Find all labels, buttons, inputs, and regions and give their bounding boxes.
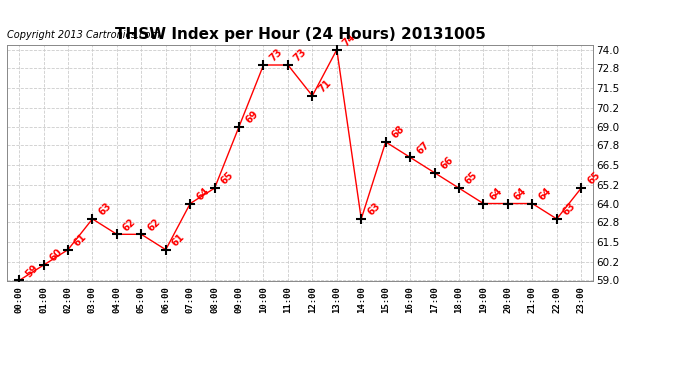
Text: 69: 69 xyxy=(243,109,260,125)
Text: 59: 59 xyxy=(23,262,40,279)
Text: 64: 64 xyxy=(195,186,211,202)
Text: 61: 61 xyxy=(170,232,186,248)
Text: 64: 64 xyxy=(512,186,529,202)
Text: 62: 62 xyxy=(121,216,137,233)
Text: 61: 61 xyxy=(72,232,89,248)
Text: 71: 71 xyxy=(317,78,333,94)
Text: 68: 68 xyxy=(390,124,406,141)
Text: 62: 62 xyxy=(146,216,162,233)
Text: 65: 65 xyxy=(463,170,480,187)
Text: 73: 73 xyxy=(292,47,308,64)
Text: THSW  (°F): THSW (°F) xyxy=(529,33,589,44)
Text: 67: 67 xyxy=(414,140,431,156)
Text: 63: 63 xyxy=(97,201,113,217)
Text: 60: 60 xyxy=(48,247,64,264)
Text: Copyright 2013 Cartronics.com: Copyright 2013 Cartronics.com xyxy=(7,30,160,40)
Text: 74: 74 xyxy=(341,32,357,48)
Title: THSW Index per Hour (24 Hours) 20131005: THSW Index per Hour (24 Hours) 20131005 xyxy=(115,27,486,42)
Text: 66: 66 xyxy=(439,155,455,171)
Text: 65: 65 xyxy=(219,170,235,187)
Text: 65: 65 xyxy=(585,170,602,187)
Text: 64: 64 xyxy=(536,186,553,202)
Text: 64: 64 xyxy=(488,186,504,202)
Text: 63: 63 xyxy=(366,201,382,217)
Text: 73: 73 xyxy=(268,47,284,64)
Text: 63: 63 xyxy=(561,201,578,217)
